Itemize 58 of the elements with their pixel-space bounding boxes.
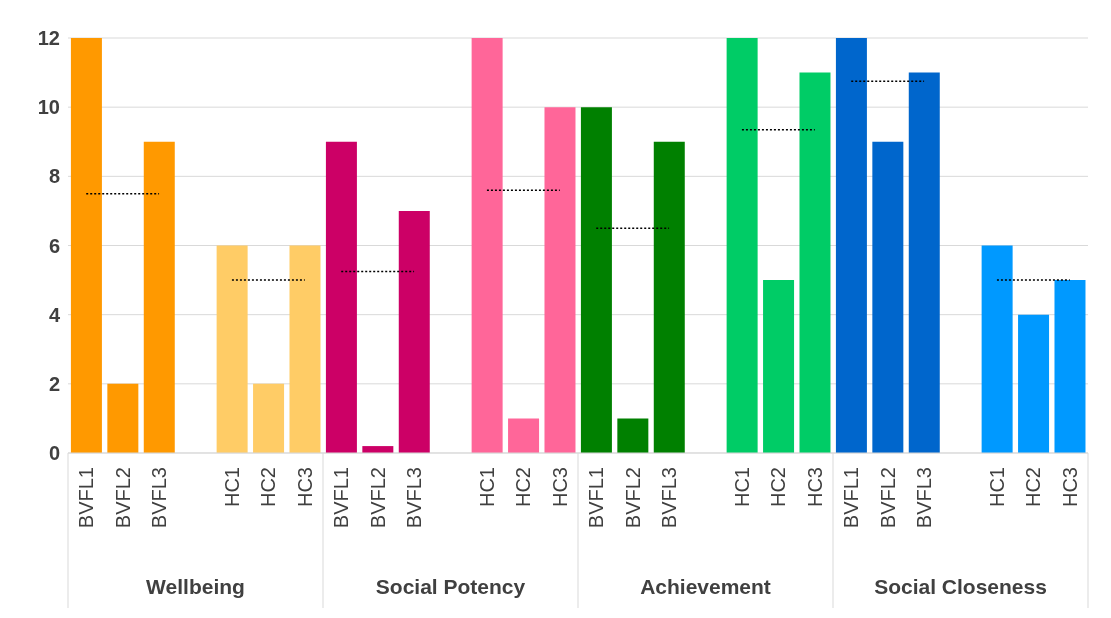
x-tick-label: HC2	[767, 467, 790, 508]
x-tick-label: BVFL2	[111, 467, 134, 529]
bar	[216, 245, 248, 453]
bar	[1054, 280, 1086, 453]
bar	[253, 383, 285, 453]
text: Social Closeness	[874, 575, 1047, 598]
bar	[508, 418, 540, 453]
x-tick-label: BVFL1	[75, 467, 98, 529]
x-tick-label: HC2	[1022, 467, 1045, 508]
y-tick-label: 0	[48, 442, 60, 465]
x-tick-label: BVFL3	[403, 467, 426, 529]
y-tick-label: 2	[48, 372, 60, 395]
bar	[1018, 314, 1050, 453]
bar	[289, 245, 321, 453]
x-tick-label: BVFL3	[148, 467, 171, 529]
bar	[580, 107, 612, 453]
x-tick-label: HC1	[730, 467, 753, 508]
x-tick-label: BVFL3	[913, 467, 936, 529]
y-tick-label: 6	[48, 234, 60, 257]
bar	[799, 72, 831, 453]
bar	[981, 245, 1013, 453]
y-tick-label: 12	[37, 27, 60, 50]
bar	[325, 141, 357, 453]
x-tick-label: BVFL2	[876, 467, 899, 529]
x-tick-label: BVFL1	[840, 467, 863, 529]
bar	[835, 38, 867, 453]
bar	[726, 38, 758, 453]
x-tick-label: HC3	[803, 467, 826, 508]
bar	[107, 383, 139, 453]
x-tick-label: HC1	[985, 467, 1008, 508]
bar	[70, 38, 102, 453]
x-tick-label: HC3	[548, 467, 571, 508]
y-tick-label: 10	[37, 96, 60, 119]
text: Wellbeing	[146, 575, 245, 598]
x-tick-label: HC1	[220, 467, 243, 508]
bar	[653, 141, 685, 453]
x-tick-label: HC1	[475, 467, 498, 508]
x-tick-label: HC2	[512, 467, 535, 508]
text: Social Potency	[375, 575, 526, 598]
x-tick-label: HC3	[293, 467, 316, 508]
x-tick-label: BVFL2	[366, 467, 389, 529]
x-tick-label: BVFL3	[658, 467, 681, 529]
bar	[908, 72, 940, 453]
y-tick-label: 8	[48, 165, 60, 188]
text: Achievement	[640, 575, 771, 598]
x-tick-label: HC3	[1058, 467, 1081, 508]
bar	[617, 418, 649, 453]
bar	[872, 141, 904, 453]
bar	[398, 210, 430, 453]
bar	[544, 107, 576, 453]
x-tick-label: HC2	[257, 467, 280, 508]
x-tick-label: BVFL2	[621, 467, 644, 529]
x-tick-label: BVFL1	[585, 467, 608, 529]
bar	[471, 38, 503, 453]
bar	[763, 280, 795, 453]
bar	[143, 141, 175, 453]
x-tick-label: BVFL1	[330, 467, 353, 529]
y-tick-label: 4	[48, 303, 61, 326]
